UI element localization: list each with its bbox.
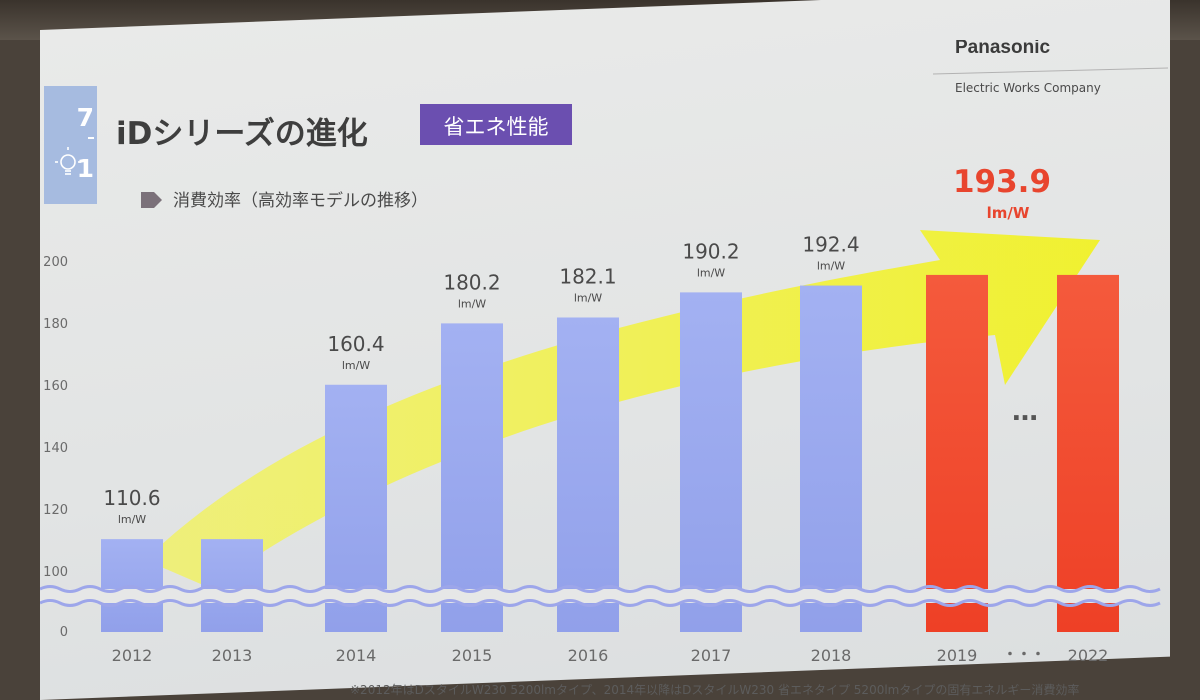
company-name: Electric Works Company (955, 81, 1101, 95)
slide-title: iDシリーズの進化 (116, 116, 368, 152)
value-label-2019: 193.9 (953, 164, 1051, 200)
unit-label-2014: lm/W (342, 359, 370, 372)
value-label-2018: 192.4 (802, 233, 859, 257)
slide-number-tile: 7 1 (44, 86, 97, 204)
y-tick-200: 200 (43, 255, 68, 270)
unit-label-2019: lm/W (987, 204, 1030, 222)
bar-2017 (680, 292, 742, 632)
y-tick-120: 120 (43, 503, 68, 518)
axis-ellipsis: ・・・ (1003, 647, 1045, 663)
x-label-2019: 2019 (937, 646, 978, 665)
x-label-2014: 2014 (336, 646, 377, 665)
bar-2015 (441, 323, 503, 632)
subtitle-marker-icon (141, 192, 162, 208)
bars-layer (101, 274, 1119, 632)
bar-2019 (926, 274, 988, 632)
x-label-2017: 2017 (691, 646, 732, 665)
y-axis-ticks: 0 100 120 140 160 180 200 (43, 255, 68, 640)
x-label-2013: 2013 (212, 646, 253, 665)
unit-label-2015: lm/W (458, 297, 486, 310)
slide-number-bottom: 1 (77, 154, 94, 183)
x-label-2018: 2018 (811, 646, 852, 665)
unit-label-2016: lm/W (574, 291, 602, 304)
value-label-2015: 180.2 (443, 270, 500, 294)
unit-label-2017: lm/W (697, 266, 725, 279)
x-axis-labels: 2012 2013 2014 2015 2016 2017 2018 2019 2022 (112, 646, 1109, 665)
bar-2022 (1057, 274, 1119, 632)
y-tick-100: 100 (43, 565, 68, 580)
brand-block: Panasonic Electric Works Company (932, 40, 1169, 95)
y-tick-0: 0 (60, 625, 68, 640)
y-tick-180: 180 (43, 317, 68, 332)
axis-break (40, 585, 1161, 607)
continuation-ellipsis: … (1012, 397, 1038, 427)
value-label-2017: 190.2 (682, 239, 739, 263)
x-label-2015: 2015 (452, 646, 493, 665)
bar-2016 (557, 317, 619, 632)
slide-number-top: 7 (77, 103, 94, 132)
category-badge: 省エネ性能 (420, 104, 572, 145)
presentation-slide: Panasonic Electric Works Company 7 1 iDシ… (40, 40, 1169, 697)
axis-break-wave-lower (40, 599, 1161, 607)
value-label-2016: 182.1 (559, 264, 616, 288)
value-label-2014: 160.4 (327, 332, 384, 356)
brand-divider (932, 67, 1169, 75)
category-badge-label: 省エネ性能 (444, 115, 549, 139)
bar-2018 (800, 285, 862, 632)
axis-break-wave-upper (40, 585, 1161, 593)
data-labels: 110.6 lm/W 160.4 lm/W 180.2 lm/W 182.1 lm/W 190.… (103, 164, 1051, 526)
y-tick-140: 140 (43, 441, 68, 456)
x-label-2012: 2012 (112, 646, 153, 665)
footnote: ※2012年はDスタイルW230 5200lmタイプ、2014年以降はDスタイル… (350, 682, 1079, 697)
x-label-2016: 2016 (568, 646, 609, 665)
unit-label-2018: lm/W (817, 260, 845, 273)
y-tick-160: 160 (43, 379, 68, 394)
value-label-2012: 110.6 (103, 486, 160, 510)
lightbulb-icon (55, 147, 81, 175)
x-label-2022: 2022 (1068, 646, 1109, 665)
chart-subtitle: 消費効率（高効率モデルの推移） (173, 190, 428, 211)
panasonic-logo: Panasonic (955, 40, 1050, 58)
unit-label-2012: lm/W (118, 513, 146, 526)
